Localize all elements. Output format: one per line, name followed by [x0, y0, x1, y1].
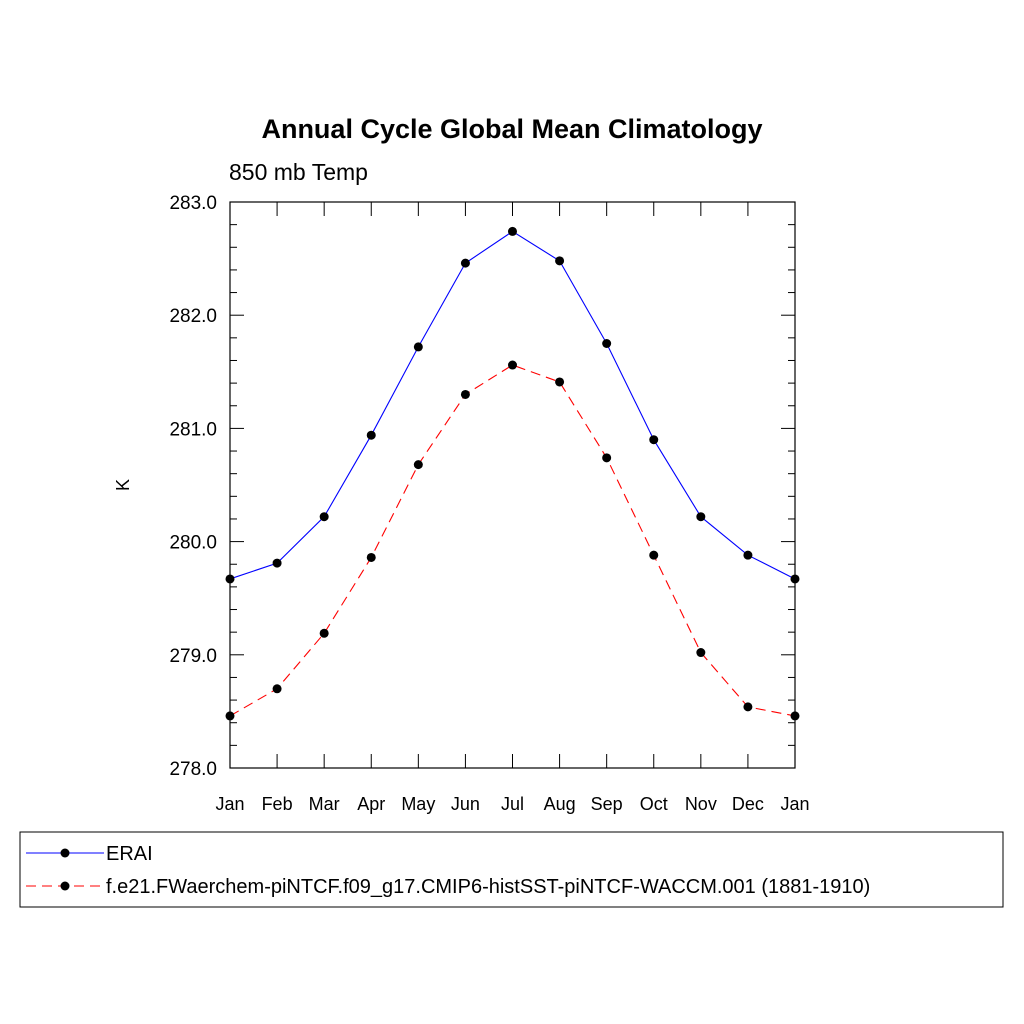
data-point: [649, 435, 659, 445]
y-tick-label: 278.0: [169, 759, 217, 780]
legend-label-2: f.e21.FWaerchem-piNTCF.f09_g17.CMIP6-his…: [106, 876, 870, 898]
data-point: [413, 342, 423, 352]
x-tick-label: Mar: [309, 794, 340, 814]
axis-ticks: [229, 201, 796, 769]
chart-subtitle: 850 mb Temp: [229, 159, 368, 185]
data-point: [272, 558, 282, 568]
data-point: [413, 460, 423, 470]
data-point: [460, 258, 470, 268]
y-tick-label: 282.0: [169, 306, 217, 327]
data-point: [225, 574, 235, 584]
x-tick-label: Feb: [262, 794, 293, 814]
data-point: [649, 550, 659, 560]
data-point: [272, 684, 282, 694]
data-point: [555, 377, 565, 387]
data-point: [508, 226, 517, 236]
x-tick-label: Sep: [591, 794, 623, 814]
data-point: [460, 389, 470, 399]
y-axis-label: K: [113, 479, 133, 491]
x-tick-label: Apr: [357, 794, 385, 814]
data-point: [366, 430, 376, 440]
y-tick-label: 283.0: [169, 193, 217, 214]
series-group: [225, 226, 800, 721]
y-tick-label: 281.0: [169, 419, 217, 440]
chart-title: Annual Cycle Global Mean Climatology: [261, 114, 762, 144]
tick-labels: 278.0 279.0 280.0 281.0 282.0 283.0 Jan Feb Mar A…: [169, 193, 809, 814]
data-point: [319, 512, 329, 522]
x-tick-label: Jan: [215, 794, 244, 814]
x-tick-label: Nov: [685, 794, 717, 814]
y-tick-label: 279.0: [169, 646, 217, 667]
data-point: [366, 552, 376, 562]
data-point: [225, 711, 235, 721]
series-line-1: [229, 230, 796, 580]
legend-marker-2: [60, 881, 70, 891]
data-point: [555, 256, 565, 266]
x-tick-label: Dec: [732, 794, 764, 814]
y-tick-label: 280.0: [169, 533, 217, 554]
x-tick-label: Jun: [451, 794, 480, 814]
data-point: [743, 550, 753, 560]
data-point: [790, 574, 800, 584]
series-1: [225, 226, 800, 584]
data-point: [790, 711, 800, 721]
data-point: [319, 628, 329, 638]
data-point: [602, 339, 612, 348]
series-2: [225, 360, 800, 721]
x-tick-label: Aug: [544, 794, 576, 814]
x-tick-label: Oct: [640, 794, 668, 814]
x-tick-label: Jan: [780, 794, 809, 814]
series-line-2: [229, 364, 796, 717]
plot-frame: [229, 201, 796, 769]
x-tick-label: May: [401, 794, 435, 814]
data-point: [696, 512, 706, 522]
data-point: [602, 453, 612, 463]
x-tick-label: Jul: [501, 794, 524, 814]
data-point: [743, 702, 753, 712]
legend-box: [19, 831, 1004, 908]
legend: ERAI f.e21.FWaerchem-piNTCF.f09_g17.CMIP6…: [19, 831, 1004, 908]
data-point: [696, 648, 706, 658]
data-point: [508, 360, 517, 370]
legend-label-1: ERAI: [106, 843, 153, 865]
legend-marker-1: [60, 848, 70, 858]
